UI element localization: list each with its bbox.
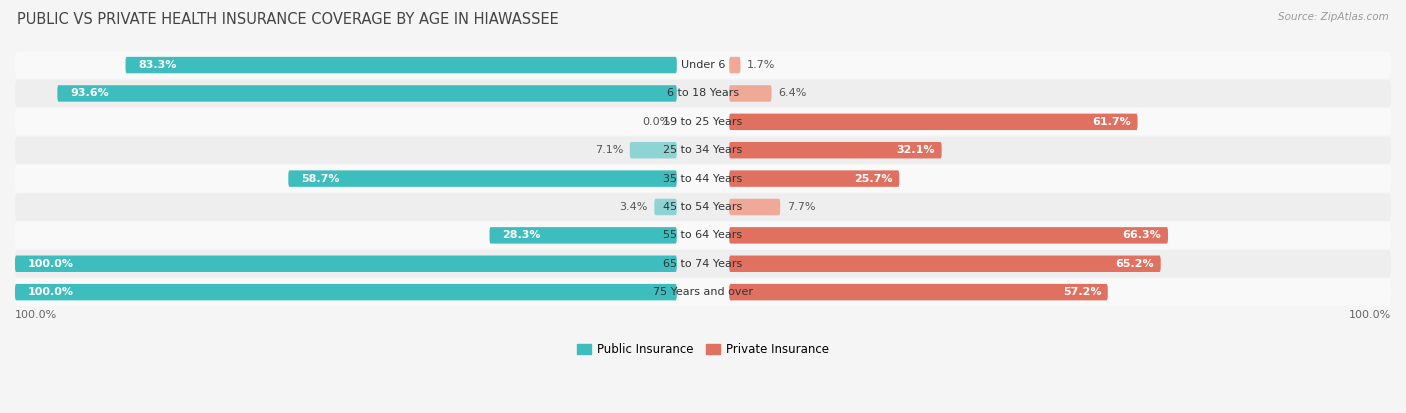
FancyBboxPatch shape [730, 85, 772, 102]
Text: 45 to 54 Years: 45 to 54 Years [664, 202, 742, 212]
Text: PUBLIC VS PRIVATE HEALTH INSURANCE COVERAGE BY AGE IN HIAWASSEE: PUBLIC VS PRIVATE HEALTH INSURANCE COVER… [17, 12, 558, 27]
FancyBboxPatch shape [15, 108, 1391, 135]
Text: 7.1%: 7.1% [595, 145, 623, 155]
Text: 25.7%: 25.7% [855, 173, 893, 184]
Text: 75 Years and over: 75 Years and over [652, 287, 754, 297]
FancyBboxPatch shape [15, 222, 1391, 249]
Text: 100.0%: 100.0% [1348, 310, 1391, 320]
Text: 25 to 34 Years: 25 to 34 Years [664, 145, 742, 155]
FancyBboxPatch shape [15, 278, 1391, 306]
FancyBboxPatch shape [730, 114, 1137, 130]
Text: 57.2%: 57.2% [1063, 287, 1101, 297]
FancyBboxPatch shape [15, 284, 676, 300]
FancyBboxPatch shape [730, 57, 741, 73]
FancyBboxPatch shape [15, 137, 1391, 164]
FancyBboxPatch shape [730, 284, 1108, 300]
Text: 7.7%: 7.7% [787, 202, 815, 212]
FancyBboxPatch shape [125, 57, 676, 73]
FancyBboxPatch shape [730, 199, 780, 215]
FancyBboxPatch shape [730, 227, 1168, 244]
Text: 93.6%: 93.6% [70, 88, 110, 98]
FancyBboxPatch shape [15, 193, 1391, 221]
Text: 6.4%: 6.4% [778, 88, 807, 98]
Text: 83.3%: 83.3% [139, 60, 177, 70]
FancyBboxPatch shape [15, 256, 676, 272]
Text: 6 to 18 Years: 6 to 18 Years [666, 88, 740, 98]
FancyBboxPatch shape [15, 52, 1391, 79]
Text: 55 to 64 Years: 55 to 64 Years [664, 230, 742, 240]
Text: 58.7%: 58.7% [301, 173, 340, 184]
FancyBboxPatch shape [15, 165, 1391, 192]
Text: 100.0%: 100.0% [15, 310, 58, 320]
Text: 19 to 25 Years: 19 to 25 Years [664, 117, 742, 127]
Text: 100.0%: 100.0% [28, 259, 75, 269]
Text: Under 6: Under 6 [681, 60, 725, 70]
Text: 66.3%: 66.3% [1122, 230, 1161, 240]
Text: 61.7%: 61.7% [1092, 117, 1130, 127]
FancyBboxPatch shape [654, 199, 676, 215]
Text: 28.3%: 28.3% [502, 230, 541, 240]
Text: 32.1%: 32.1% [897, 145, 935, 155]
FancyBboxPatch shape [15, 80, 1391, 107]
Text: 35 to 44 Years: 35 to 44 Years [664, 173, 742, 184]
FancyBboxPatch shape [15, 250, 1391, 278]
FancyBboxPatch shape [630, 142, 676, 159]
Text: 65 to 74 Years: 65 to 74 Years [664, 259, 742, 269]
FancyBboxPatch shape [489, 227, 676, 244]
Text: 65.2%: 65.2% [1115, 259, 1154, 269]
Text: 3.4%: 3.4% [620, 202, 648, 212]
FancyBboxPatch shape [730, 171, 900, 187]
Text: 1.7%: 1.7% [747, 60, 775, 70]
Text: 0.0%: 0.0% [643, 117, 671, 127]
Text: 100.0%: 100.0% [28, 287, 75, 297]
FancyBboxPatch shape [730, 142, 942, 159]
FancyBboxPatch shape [730, 256, 1161, 272]
FancyBboxPatch shape [58, 85, 676, 102]
FancyBboxPatch shape [288, 171, 676, 187]
Legend: Public Insurance, Private Insurance: Public Insurance, Private Insurance [572, 338, 834, 361]
Text: Source: ZipAtlas.com: Source: ZipAtlas.com [1278, 12, 1389, 22]
